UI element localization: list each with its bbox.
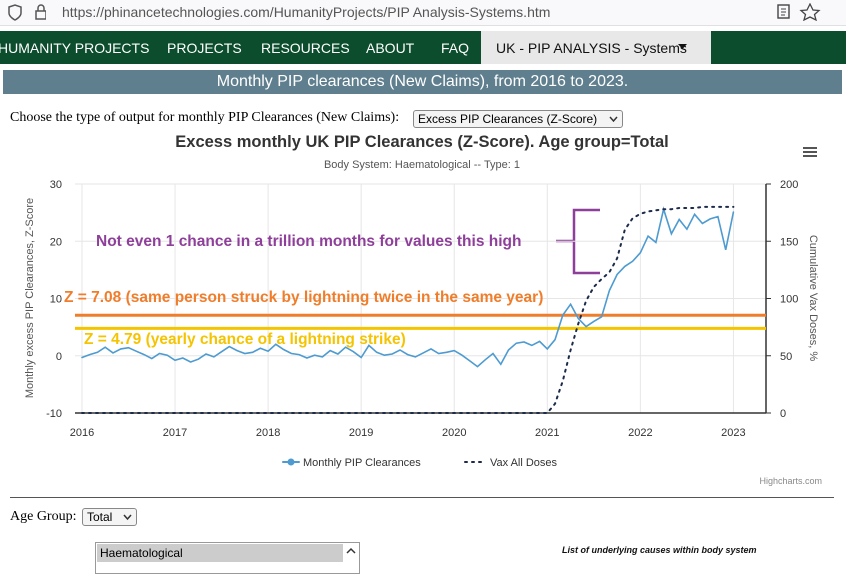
x-tick-label: 2019 [349, 427, 373, 439]
output-label: Choose the type of output for monthly PI… [10, 110, 400, 125]
series-line [81, 205, 735, 414]
separator [10, 497, 834, 498]
x-tick-label: 2023 [721, 427, 745, 439]
annotation: Not even 1 chance in a trillion months f… [96, 233, 521, 250]
x-tick-label: 2022 [628, 427, 652, 439]
credits[interactable]: Highcharts.com [759, 476, 822, 486]
nav-item[interactable]: RESOURCES [261, 40, 350, 56]
body-system-list[interactable]: Haematological [95, 542, 360, 574]
reference-label: Z = 7.08 (same person struck by lightnin… [64, 289, 543, 306]
nav-item[interactable]: UK - PIP ANALYSIS - Systems [496, 40, 687, 56]
x-tick-label: 2018 [256, 427, 280, 439]
nav-item[interactable]: ABOUT [366, 40, 415, 56]
y-tick-label: 20 [50, 236, 62, 248]
y2-tick-label: 50 [780, 351, 792, 363]
reference-label: Z = 4.79 (yearly chance of a lightning s… [84, 331, 406, 348]
causes-title: List of underlying causes within body sy… [562, 545, 757, 555]
menu-icon[interactable] [803, 147, 817, 157]
chart: Excess monthly UK PIP Clearances (Z-Scor… [24, 133, 822, 486]
x-tick-label: 2020 [442, 427, 466, 439]
legend-label[interactable]: Vax All Doses [490, 457, 558, 469]
output-select[interactable]: Excess PIP Clearances (Z-Score) [413, 110, 623, 128]
nav-item[interactable]: FAQ [441, 40, 470, 56]
legend-label[interactable]: Monthly PIP Clearances [303, 457, 421, 469]
toolbar-icons [777, 3, 821, 21]
security-icons [8, 4, 46, 21]
y-tick-label: 30 [50, 179, 62, 191]
y2-tick-label: 100 [780, 294, 798, 306]
x-tick-label: 2021 [535, 427, 559, 439]
y2-axis-title: Cumulative Vax Doses, % [807, 235, 819, 362]
series-line [81, 206, 735, 368]
y2-tick-label: 200 [780, 179, 798, 191]
x-tick-label: 2017 [163, 427, 187, 439]
list-option[interactable]: Haematological [97, 544, 343, 562]
scroll-arrow[interactable] [345, 546, 357, 556]
y-tick-label: 0 [56, 351, 62, 363]
chart-title: Excess monthly UK PIP Clearances (Z-Scor… [175, 133, 668, 151]
y2-tick-label: 0 [780, 408, 786, 420]
y-tick-label: 10 [50, 294, 62, 306]
address-bar: https://phinancetechnologies.com/Humanit… [0, 0, 846, 26]
y-tick-label: -10 [46, 408, 62, 420]
select-arrow [609, 116, 618, 123]
nav-item[interactable]: HUMANITY PROJECTS [0, 40, 150, 56]
nav-bar: UK - PIP ANALYSIS - Systems HUMANITY PRO… [0, 31, 846, 64]
url[interactable]: https://phinancetechnologies.com/Humanit… [62, 4, 551, 20]
dropdown-arrow [678, 44, 687, 49]
select-value: Total [87, 510, 113, 524]
age-select[interactable]: Total [82, 508, 137, 526]
y2-tick-label: 150 [780, 236, 798, 248]
nav-active[interactable]: UK - PIP ANALYSIS - Systems [481, 31, 711, 64]
nav-item[interactable]: PROJECTS [167, 40, 242, 56]
select-arrow [123, 514, 132, 521]
legend-marker[interactable] [287, 458, 295, 466]
select-value: Excess PIP Clearances (Z-Score) [418, 112, 598, 126]
x-tick-label: 2016 [70, 427, 94, 439]
y-axis-title: Monthly excess PIP Clearances, Z-Score [24, 198, 36, 398]
age-group-label: Age Group: [10, 509, 77, 524]
chart-subtitle: Body System: Haematological -- Type: 1 [324, 159, 520, 171]
banner: Monthly PIP clearances (New Claims), fro… [3, 70, 842, 94]
